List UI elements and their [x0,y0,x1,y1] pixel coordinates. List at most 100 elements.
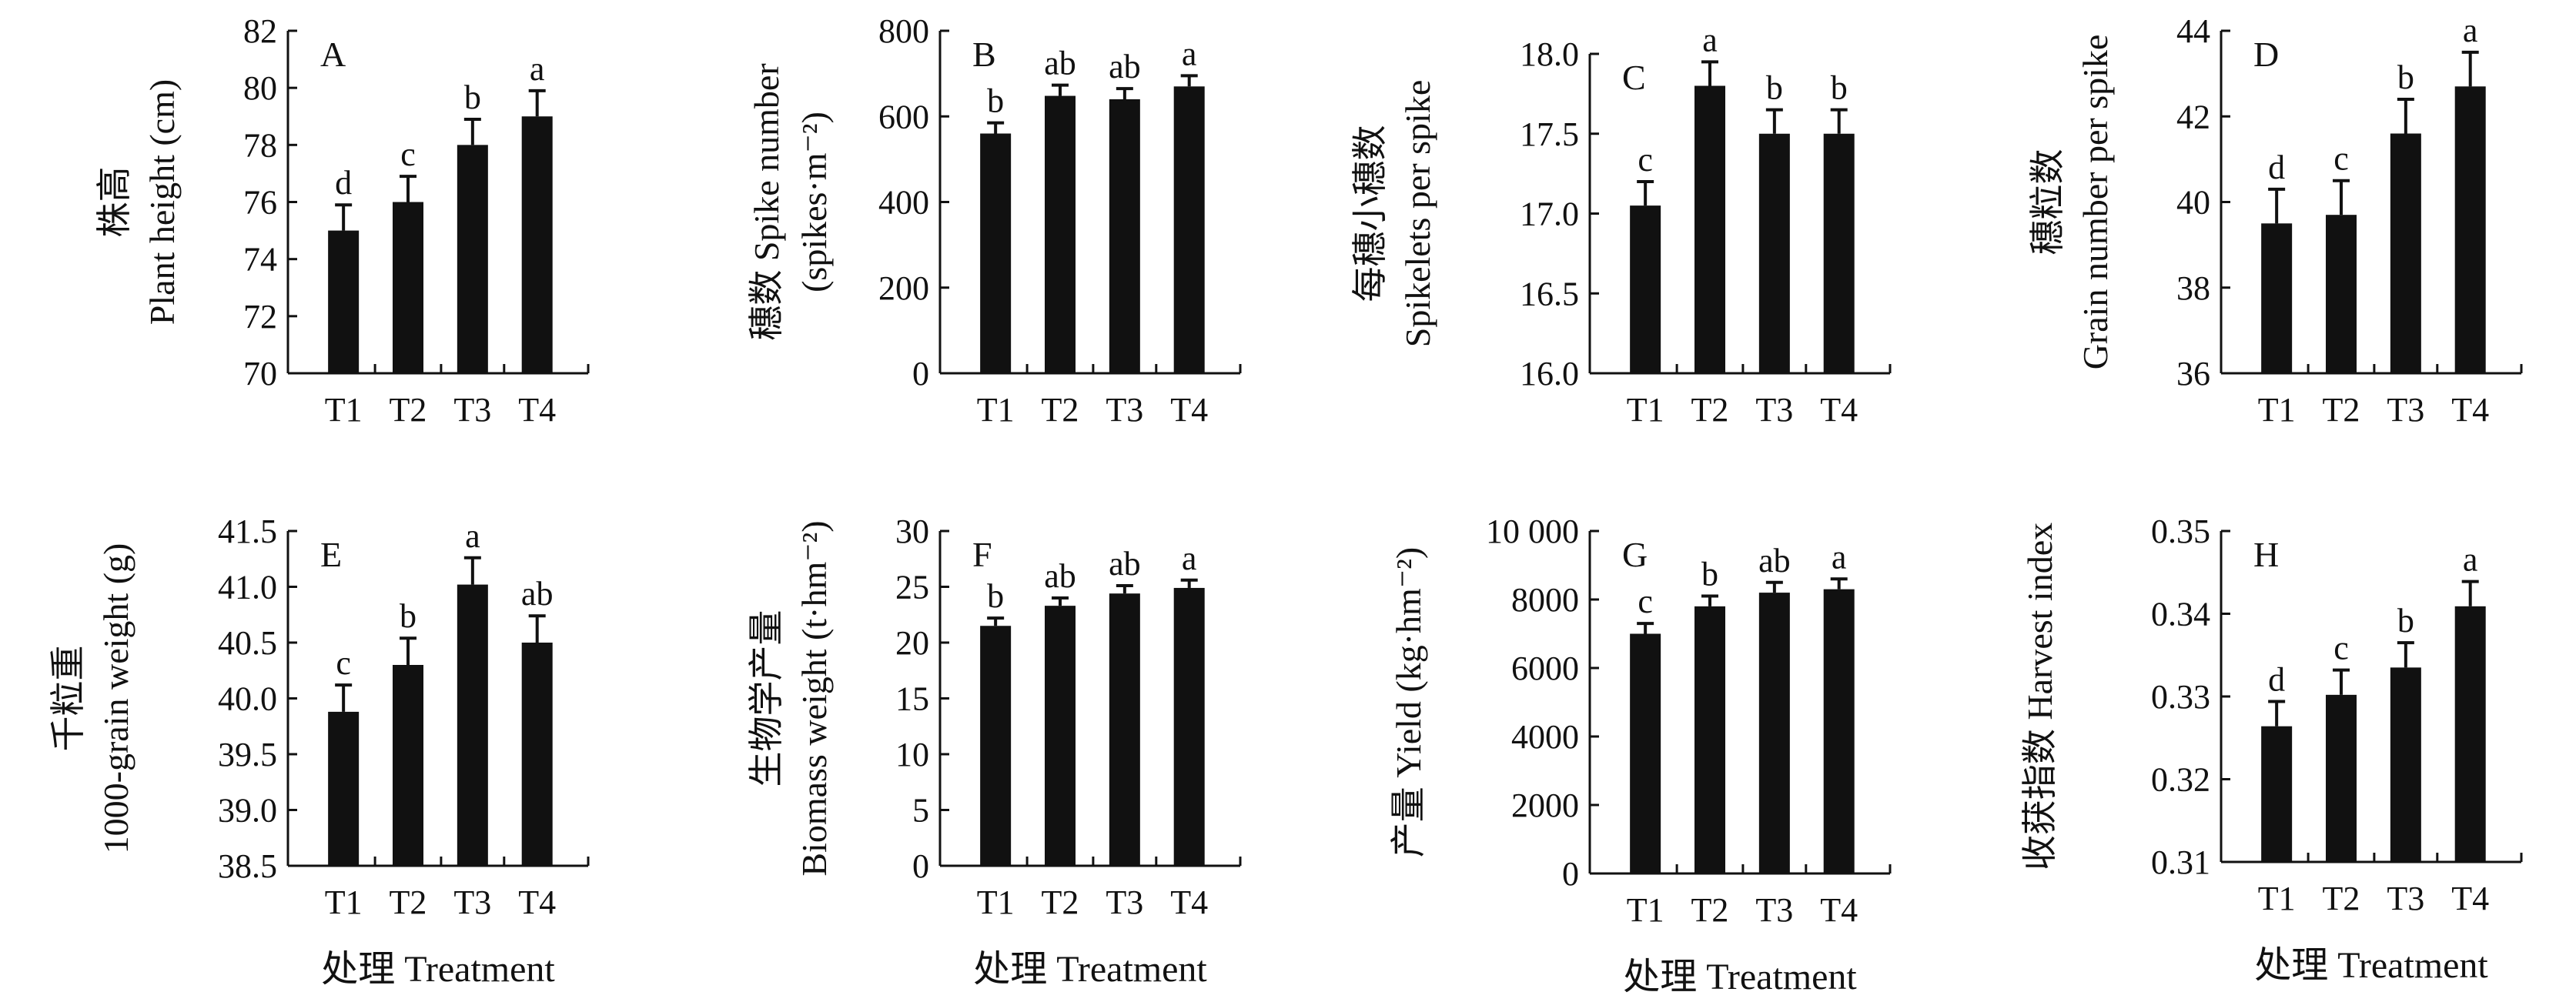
y-tick-label: 17.5 [1520,115,1579,153]
significance-letter: c [400,135,416,173]
x-tick-label: T3 [453,391,491,429]
y-axis-label-en: Spikelets per spike [1398,80,1437,348]
y-tick-label: 78 [243,126,277,164]
bar-t2 [2326,694,2357,862]
x-tick-label: T2 [390,391,427,429]
y-tick-label: 80 [243,69,277,107]
y-tick-label: 0.33 [2151,678,2210,716]
panel-E: 38.5 39.0 39.5 40.0 40.5 41.0 41.5 c T1 b T2 a T3 ab T… [49,513,590,990]
bar-t3 [1109,99,1140,373]
panel-H: 0.31 0.32 0.33 0.34 0.35 d T1 c T2 b T3 a T4 H 收获指数 Ha… [2020,513,2523,986]
x-tick-label: T3 [2387,391,2424,429]
y-tick-label: 76 [243,184,277,222]
x-tick-label: T1 [977,391,1015,429]
bar-t3 [1758,593,1790,873]
y-tick-label: 20 [895,624,929,662]
y-axis-label-en: Plant height (cm) [142,79,182,325]
panel-G: 0 2000 4000 6000 8000 10 000 c T1 b T2 ab T3 a T4 G 产量 … [1389,513,1892,997]
y-tick-label: 44 [2176,12,2210,50]
significance-letter: a [465,517,480,555]
significance-letter: ab [1109,48,1141,85]
panel-letter: B [972,35,996,74]
significance-letter: d [2268,149,2285,186]
significance-letter: a [2463,541,2478,579]
y-tick-label: 0 [912,355,929,392]
significance-letter: b [2397,58,2414,96]
y-tick-label: 40 [2176,184,2210,222]
panel-letter: G [1622,535,1648,574]
y-axis-label-cn: 生物学产量 [747,610,786,787]
significance-letter: c [336,644,351,682]
y-tick-label: 25 [895,569,929,606]
panel-F: 0 5 10 15 20 25 30 b T1 ab T2 ab T3 a T4 F 生物学产量 Biomass … [747,513,1242,990]
panel-letter: F [972,535,992,574]
bar-t3 [2390,667,2421,862]
significance-letter: c [1638,141,1653,179]
x-tick-label: T1 [325,391,363,429]
bar-t1 [328,230,360,373]
x-tick-label: T3 [453,883,491,921]
x-tick-label: T4 [518,391,556,429]
bar-t4 [521,643,553,866]
significance-letter: c [2333,140,2349,178]
x-tick-label: T4 [518,883,556,921]
y-axis-label-cn: 穗数 Spike number [747,63,786,340]
y-tick-label: 40.5 [218,624,277,662]
y-axis-label-en: Grain number per spike [2076,35,2115,370]
significance-letter: b [1766,69,1783,107]
significance-letter: b [2397,602,2414,640]
x-tick-label: T4 [1170,391,1208,429]
panel-D: 36 38 40 42 44 d T1 c T2 b T3 a T4 D 穗粒数 Grain number p… [2028,12,2523,429]
x-tick-label: T3 [1106,391,1143,429]
y-tick-label: 2000 [1511,787,1579,824]
y-axis-label-en: 1000-grain weight (g) [96,543,135,854]
bar-t2 [1694,606,1725,873]
panel-letter: E [320,535,342,574]
x-tick-label: T3 [1755,891,1793,929]
y-tick-label: 15 [895,680,929,718]
significance-letter: b [987,82,1004,120]
panel-A: 70 72 74 76 78 80 82 d T1 c T2 b T3 a T4 A 株高 Plant heigh… [95,12,590,429]
significance-letter: a [1832,538,1847,576]
significance-letter: ab [1044,45,1076,82]
y-tick-label: 72 [243,298,277,336]
panel-letter: A [320,35,346,74]
panel-letter: D [2253,35,2279,74]
significance-letter: a [1702,21,1718,58]
x-tick-label: T2 [2323,391,2360,429]
x-tick-label: T1 [325,883,363,921]
x-tick-label: T1 [2258,391,2296,429]
y-tick-label: 0.34 [2151,596,2210,633]
significance-letter: b [1831,69,1848,107]
significance-letter: a [530,50,545,88]
significance-letter: b [400,597,417,635]
y-tick-label: 6000 [1511,650,1579,687]
x-tick-label: T4 [2451,391,2489,429]
y-tick-label: 38 [2176,269,2210,307]
y-tick-label: 0 [1562,855,1579,893]
x-tick-label: T3 [1106,883,1143,921]
y-tick-label: 30 [895,513,929,550]
y-tick-label: 10 000 [1486,513,1579,550]
x-tick-label: T4 [2451,880,2489,917]
x-tick-label: T1 [977,883,1015,921]
y-tick-label: 4000 [1511,718,1579,756]
bar-t4 [1173,86,1205,373]
bar-t1 [2261,726,2293,862]
panel-B: 0 200 400 600 800 b T1 ab T2 ab T3 a T4 B 穗数 Spike num… [747,12,1242,429]
y-axis-label-cn: 株高 [95,167,134,238]
y-axis-label: 产量 Yield (kg·hm⁻²) [1389,547,1428,857]
y-tick-label: 400 [878,184,929,222]
bar-t3 [1109,593,1140,866]
bar-t4 [1173,587,1205,866]
y-tick-label: 200 [878,269,929,307]
y-tick-label: 0 [912,847,929,885]
x-tick-label: T2 [1691,891,1729,929]
bar-t1 [1630,205,1661,373]
bar-t3 [1758,133,1790,373]
bar-t4 [521,116,553,373]
y-axis-label-cn: 穗粒数 [2028,149,2067,256]
significance-letter: a [2463,12,2478,49]
y-tick-label: 39.0 [218,792,277,830]
